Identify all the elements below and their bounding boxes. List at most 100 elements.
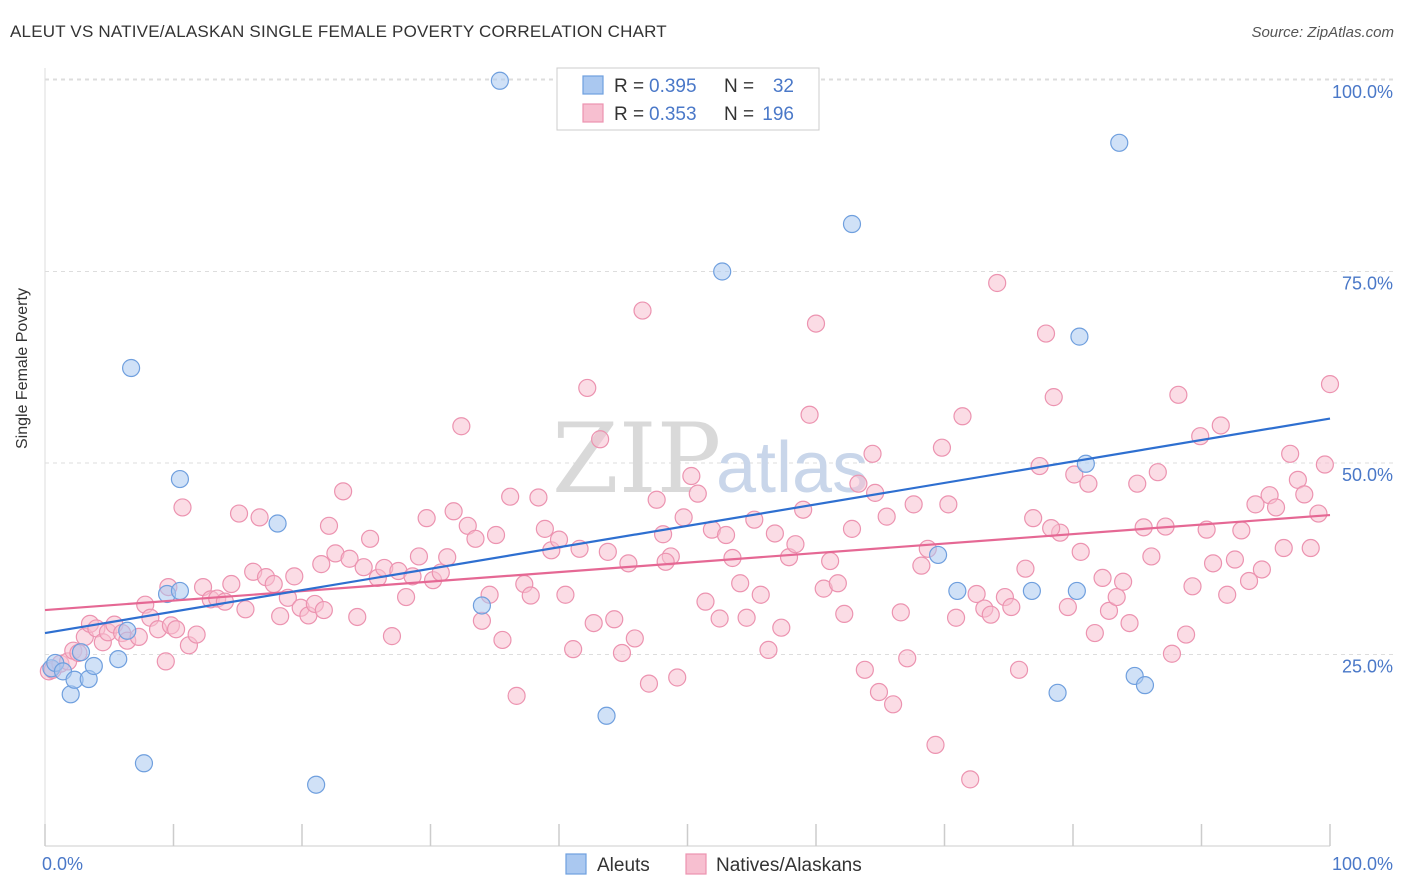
source-label: Source: ZipAtlas.com [1251, 24, 1394, 41]
aleut-point [121, 358, 141, 378]
native-point [250, 508, 269, 527]
top-legend: R = 0.395 N = 32 R = 0.353 N = 196 [556, 67, 820, 131]
native-point [731, 574, 750, 593]
native-point [312, 555, 331, 574]
native-point [751, 585, 770, 604]
aleut-point [1070, 327, 1089, 346]
native-point [1128, 474, 1147, 493]
native-point [639, 674, 659, 693]
native-point [1162, 644, 1182, 663]
native-point [1042, 519, 1061, 538]
native-point [1071, 542, 1090, 561]
y-tick-label-75: 75.0% [1342, 274, 1393, 294]
native-point [271, 607, 290, 626]
native-point [716, 525, 736, 545]
native-point [1211, 416, 1230, 435]
native-point [1016, 559, 1035, 578]
bottom-legend-swatch-natives[interactable] [685, 853, 707, 875]
native-point [849, 474, 868, 493]
aleut-point [268, 514, 287, 533]
legend-r-value-aleuts: 0.395 [649, 76, 697, 97]
native-point [961, 770, 980, 789]
native-point [1044, 388, 1063, 407]
native-point [786, 535, 805, 554]
native-point [932, 438, 952, 457]
native-point [1169, 385, 1188, 404]
native-point [1114, 572, 1133, 591]
native-point [800, 405, 819, 424]
native-point [794, 500, 813, 519]
legend-swatch-aleuts [582, 75, 604, 95]
legend-swatch-natives [582, 103, 604, 123]
native-point [598, 542, 617, 561]
native-point [674, 508, 693, 527]
native-point [696, 592, 715, 611]
native-point [1107, 587, 1126, 607]
chart-title: ALEUT VS NATIVE/ALASKAN SINGLE FEMALE PO… [10, 22, 667, 41]
native-point [564, 640, 583, 659]
native-point [1148, 463, 1167, 482]
native-point [946, 608, 966, 627]
native-point [1295, 485, 1314, 504]
native-point [1079, 474, 1098, 493]
native-point [493, 630, 512, 650]
aleut-point [1110, 133, 1129, 152]
watermark: ZIP atlas [552, 403, 868, 515]
aleut-point [472, 596, 491, 615]
native-point [1036, 324, 1056, 343]
aleut-point [1135, 676, 1155, 695]
aleut-point [1022, 581, 1041, 601]
legend-n-value-natives: 196 [762, 104, 794, 125]
native-point [319, 516, 339, 535]
native-point [507, 686, 526, 705]
x-tick-labels: 0.0% 100.0% [42, 854, 1393, 874]
aleut-point [134, 754, 154, 773]
legend-r-label-natives: R = [614, 104, 644, 125]
y-tick-labels: 25.0% 50.0% 75.0% 100.0% [1332, 82, 1393, 677]
native-point [1315, 455, 1334, 474]
native-point [1274, 538, 1293, 558]
native-point [835, 604, 854, 624]
native-point [898, 649, 917, 668]
native-point [656, 552, 675, 571]
bottom-legend-label-aleuts[interactable]: Aleuts [597, 855, 650, 876]
native-point [334, 482, 353, 501]
native-point [521, 586, 540, 605]
native-point [1093, 568, 1112, 588]
native-point [417, 509, 436, 528]
aleut-point [842, 214, 862, 234]
legend-n-value-aleuts: 32 [773, 76, 794, 97]
native-point [863, 444, 882, 463]
native-point [556, 585, 575, 604]
bottom-legend-swatch-aleuts[interactable] [565, 853, 587, 875]
native-point [904, 495, 923, 514]
trend-lines [44, 417, 1331, 635]
native-point [529, 488, 548, 507]
x-tick-label-min: 0.0% [42, 854, 83, 874]
native-point [156, 652, 175, 671]
legend-n-label-aleuts: N = [724, 76, 754, 97]
native-point [765, 524, 784, 543]
legend-n-label-natives: N = [724, 104, 754, 125]
aleut-points [42, 71, 1155, 794]
legend-r-label-aleuts: R = [614, 76, 644, 97]
native-point [828, 574, 847, 593]
aleut-point [1048, 683, 1067, 702]
native-point [688, 484, 707, 503]
native-point [605, 610, 624, 629]
native-point [619, 554, 638, 573]
native-point [842, 519, 862, 538]
aleut-point [307, 775, 326, 794]
native-point [883, 695, 903, 714]
native-point [382, 627, 402, 646]
native-point [1183, 577, 1202, 596]
native-point [1281, 444, 1300, 463]
native-points [39, 273, 1340, 789]
native-point [869, 682, 889, 702]
native-point [354, 558, 373, 577]
native-point [236, 600, 255, 619]
native-point [612, 643, 632, 663]
native-point [187, 625, 206, 644]
native-point [466, 529, 485, 548]
bottom-legend-label-natives[interactable]: Natives/Alaskans [716, 855, 862, 876]
